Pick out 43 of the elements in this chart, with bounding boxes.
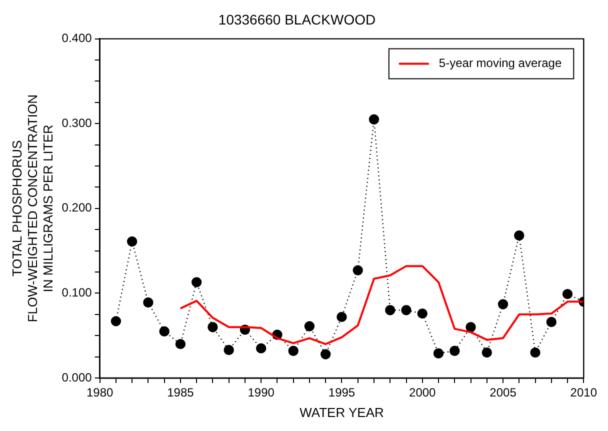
y-tick-label: 0.200 — [62, 200, 92, 215]
x-tick-label: 2010 — [570, 386, 598, 400]
point — [126, 236, 138, 247]
x-axis-title: WATER YEAR — [300, 404, 384, 420]
point — [482, 347, 492, 358]
point — [562, 288, 573, 300]
point — [159, 326, 170, 336]
x-tick-label: 1980 — [86, 386, 114, 400]
y-tick-label: 0.000 — [62, 370, 92, 384]
point — [368, 114, 380, 124]
point — [498, 299, 508, 310]
y-axis-title: TOTAL PHOSPHORUS FLOW-WEIGHTED CONCENTRATION IN MILLIGRAMS PER LITER — [9, 94, 56, 322]
x-tick-label: 1995 — [328, 386, 356, 400]
x-tick-label: 2005 — [490, 386, 517, 400]
point — [304, 321, 315, 332]
point — [191, 277, 202, 288]
point — [143, 297, 154, 308]
point — [401, 305, 412, 316]
point — [208, 322, 218, 332]
y-tick-label: 0.100 — [62, 286, 92, 300]
x-tick-label: 1990 — [248, 386, 275, 400]
x-tick-label: 2000 — [409, 386, 436, 400]
point — [417, 308, 428, 319]
point — [546, 316, 556, 328]
point — [320, 349, 331, 360]
point — [352, 265, 363, 276]
point — [224, 344, 234, 356]
point — [110, 316, 122, 326]
y-tick-label: 0.300 — [62, 116, 92, 130]
point — [433, 348, 444, 359]
point — [175, 338, 186, 350]
x-tick-label: 1985 — [167, 386, 194, 400]
point — [450, 346, 460, 356]
point — [288, 346, 298, 356]
point — [256, 343, 266, 354]
point — [336, 312, 347, 322]
chart-title: 10336660 BLACKWOOD — [218, 11, 376, 28]
point — [466, 322, 476, 332]
point — [530, 347, 540, 358]
y-tick-label: 0.400 — [62, 31, 92, 46]
point — [385, 305, 396, 316]
point — [514, 230, 524, 241]
legend-label: 5-year moving average — [438, 56, 562, 70]
